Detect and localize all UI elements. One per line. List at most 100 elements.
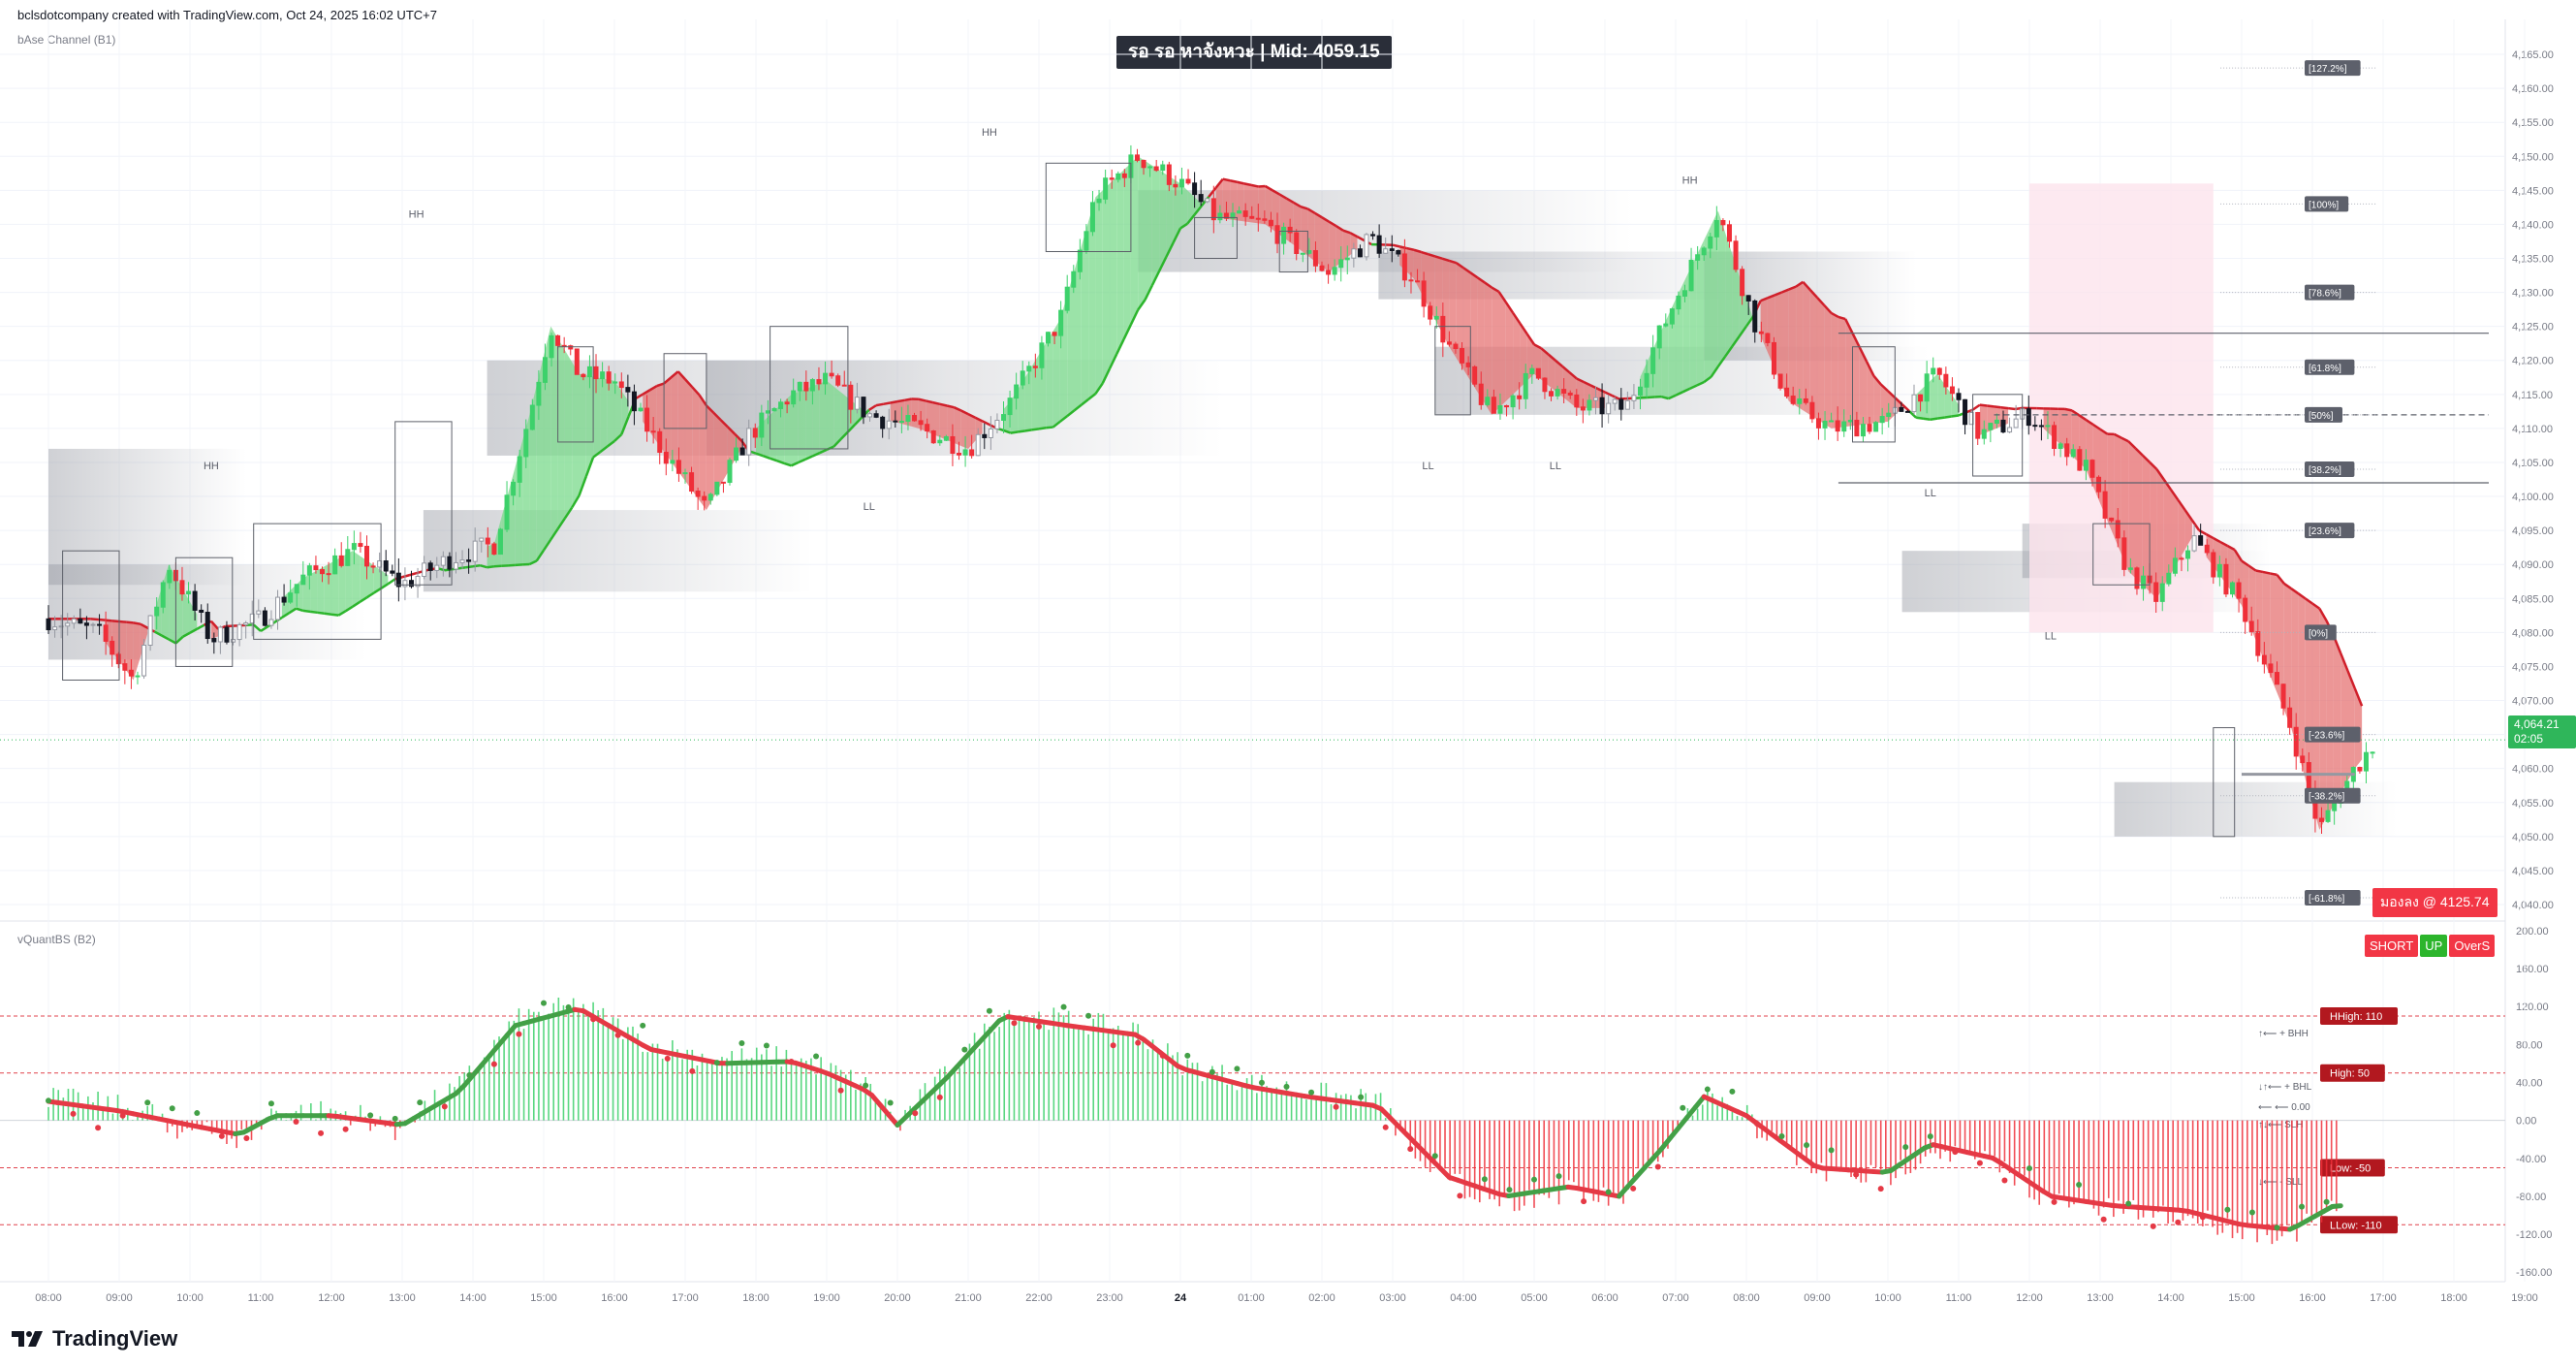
bearish-candle — [893, 420, 898, 423]
base-channel-line — [762, 455, 771, 460]
bullish-candle — [529, 404, 535, 430]
base-channel-line — [1994, 405, 2001, 409]
bearish-candle — [2280, 684, 2286, 709]
bull-channel-fill — [827, 380, 834, 450]
bullish-candle — [517, 456, 522, 483]
base-channel-line — [2241, 559, 2250, 567]
supply-demand-zone — [48, 448, 247, 586]
bearish-candle — [1580, 406, 1586, 411]
time-tick-label: 11:00 — [248, 1292, 274, 1304]
base-channel-line — [1066, 409, 1076, 418]
bear-channel-fill — [2270, 573, 2278, 693]
bull-channel-fill — [1951, 394, 1959, 417]
base-channel-line — [1979, 403, 1988, 407]
bullish-candle — [1344, 257, 1350, 261]
base-channel-line — [1150, 270, 1161, 287]
base-channel-line — [1951, 414, 1960, 418]
bullish-candle — [1981, 429, 1987, 439]
time-tick-label: 08:00 — [1733, 1292, 1760, 1304]
base-channel-line — [1469, 271, 1479, 279]
bearish-candle — [650, 430, 656, 433]
bullish-candle — [1147, 166, 1153, 169]
fib-level-tag — [2305, 284, 2355, 301]
bull-channel-fill — [352, 551, 361, 607]
bear-channel-fill — [133, 622, 141, 681]
bull-channel-fill — [1102, 183, 1110, 384]
base-channel-line — [571, 494, 581, 509]
base-channel-line — [2262, 570, 2271, 575]
base-channel-line — [1052, 420, 1061, 429]
bearish-candle — [835, 375, 841, 386]
bearish-candle — [1777, 373, 1783, 389]
bullish-candle — [1178, 178, 1184, 188]
bullish-candle — [943, 435, 949, 441]
price-tick-label: 4,110.00 — [2512, 424, 2553, 435]
bearish-candle — [1166, 164, 1172, 185]
bearish-candle — [1440, 315, 1446, 343]
bearish-candle — [395, 572, 401, 588]
bearish-candle — [2293, 726, 2299, 757]
bear-channel-fill — [1505, 302, 1514, 401]
bearish-candle — [1294, 232, 1300, 255]
base-channel-line — [1046, 426, 1053, 429]
bull-channel-fill — [1930, 373, 1938, 420]
bearish-candle — [1726, 224, 1732, 242]
bull-channel-fill — [1031, 354, 1039, 430]
bear-channel-fill — [664, 377, 672, 461]
base-channel-line — [174, 635, 184, 645]
osc-dot — [1877, 1186, 1884, 1192]
bullish-candle — [1631, 395, 1637, 401]
base-channel-line — [2120, 436, 2129, 443]
base-channel-line — [1576, 377, 1585, 384]
base-channel-line — [1597, 387, 1606, 394]
bullish-candle — [160, 582, 166, 608]
fib-level-tag — [2305, 787, 2361, 804]
base-channel-line — [1328, 220, 1337, 228]
base-channel-line — [1186, 213, 1196, 225]
bearish-candle — [1752, 300, 1758, 333]
bullish-candle — [2070, 449, 2076, 458]
bull-channel-fill — [812, 383, 820, 457]
bullish-candle — [1089, 202, 1095, 233]
base-channel-line — [1908, 410, 1918, 419]
short-badge: SHORT — [2365, 935, 2419, 957]
osc-level-tag — [2320, 1216, 2398, 1234]
osc-dot — [837, 1087, 844, 1094]
bearish-candle — [957, 453, 962, 456]
base-channel-line — [1675, 391, 1683, 397]
bear-channel-fill — [890, 401, 897, 423]
bearish-candle — [1312, 250, 1318, 267]
fib-level-tag — [2305, 726, 2361, 743]
bullish-candle — [1001, 414, 1006, 421]
bullish-candle — [472, 540, 478, 562]
bullish-candle — [1612, 398, 1618, 404]
base-channel-line — [1094, 382, 1104, 395]
swing-label: LL — [864, 501, 875, 513]
osc-dot — [1630, 1185, 1637, 1192]
bullish-candle — [586, 366, 592, 378]
base-channel-line — [2007, 406, 2016, 411]
bearish-candle — [1918, 394, 1924, 402]
bullish-candle — [2216, 563, 2222, 578]
osc-dot — [1902, 1144, 1909, 1151]
bear-channel-fill — [1979, 404, 1988, 435]
bearish-candle — [829, 372, 834, 377]
bullish-candle — [440, 556, 446, 566]
bearish-candle — [1198, 194, 1204, 203]
base-channel-line — [1703, 375, 1712, 384]
base-channel-line — [324, 612, 332, 616]
osc-dot — [293, 1119, 299, 1126]
bullish-candle — [58, 625, 64, 628]
base-channel-line — [1802, 280, 1811, 291]
time-tick-label: 15:00 — [2228, 1292, 2255, 1304]
price-tick-label: 4,150.00 — [2512, 151, 2554, 163]
osc-dot — [912, 1110, 919, 1117]
base-channel-line — [1300, 205, 1308, 210]
base-channel-line — [365, 591, 375, 599]
base-channel-line — [890, 399, 898, 404]
time-tick-label: 06:00 — [1591, 1292, 1618, 1304]
bull-channel-fill — [1159, 170, 1167, 271]
base-channel-line — [1808, 289, 1818, 299]
bear-channel-fill — [713, 412, 721, 498]
